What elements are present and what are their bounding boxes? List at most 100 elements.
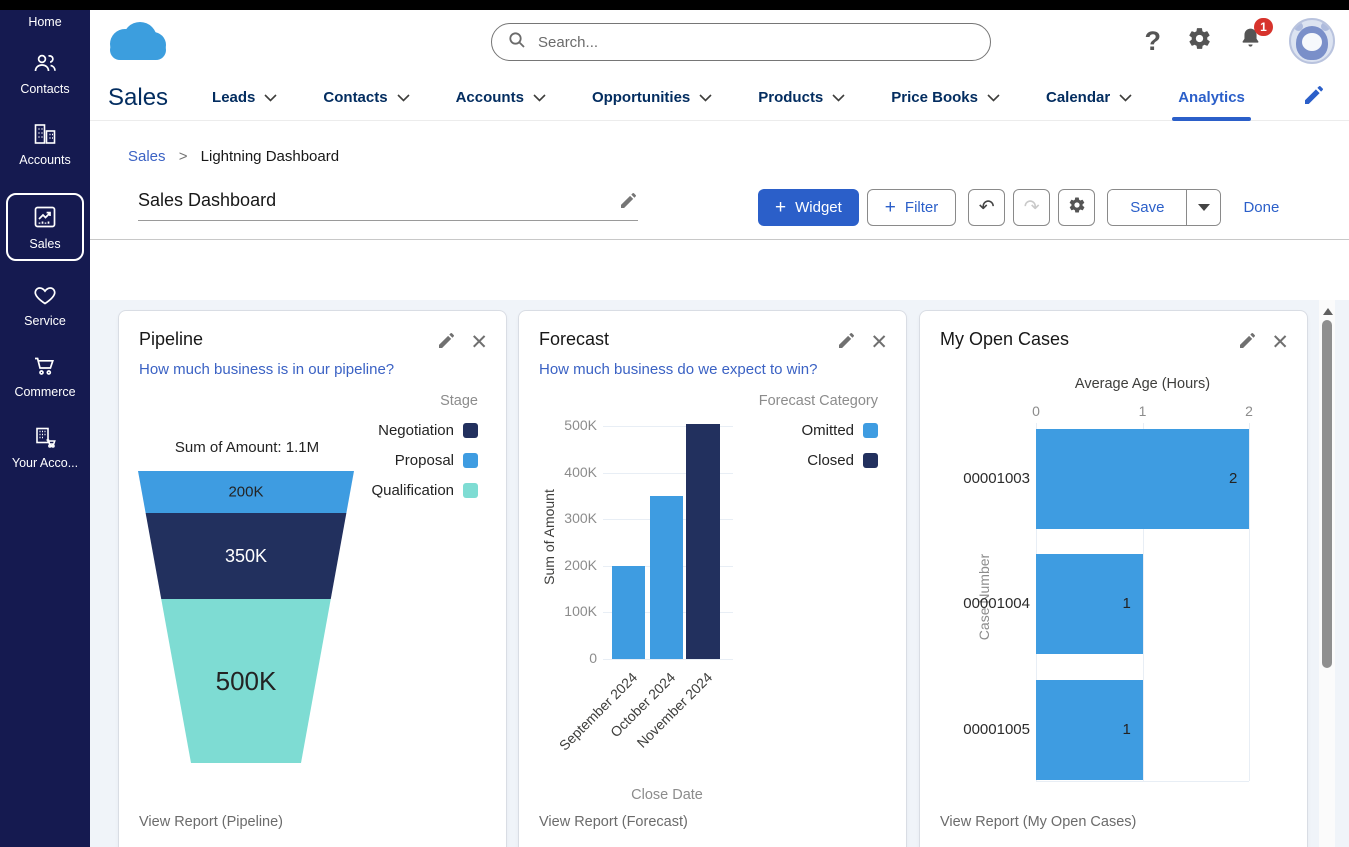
user-avatar[interactable] [1289, 18, 1335, 64]
plus-icon: + [775, 197, 787, 218]
sidebar-item-label: Accounts [19, 153, 71, 167]
app-nav-bar: Sales Leads Contacts Accounts Opportunit… [90, 75, 1349, 121]
nav-tab-label: Products [758, 89, 824, 106]
cases-bar[interactable] [1036, 554, 1143, 654]
nav-tab-label: Accounts [455, 89, 524, 106]
done-button[interactable]: Done [1243, 199, 1280, 216]
sidebar-item-label: Sales [29, 237, 61, 251]
dashboard-header: Sales > Lightning Dashboard Sales Dashbo… [90, 121, 1349, 240]
add-filter-button[interactable]: + Filter [866, 189, 957, 226]
funnel-segment-label: 350K [225, 546, 267, 566]
y-tick-label: 400K [564, 463, 597, 480]
search-input[interactable] [536, 32, 974, 52]
dashboard-settings-button[interactable] [1058, 189, 1096, 226]
gridline [1249, 423, 1250, 781]
cases-bar[interactable] [1036, 429, 1249, 529]
legend-swatch [463, 423, 478, 438]
breadcrumb-sales-link[interactable]: Sales [128, 148, 166, 165]
add-widget-button[interactable]: + Widget [758, 189, 859, 226]
help-icon[interactable]: ? [1144, 25, 1162, 56]
widget-close-icon[interactable]: ✕ [1271, 331, 1289, 354]
nav-tab-price-books[interactable]: Price Books [891, 75, 1000, 121]
funnel-segment[interactable] [138, 471, 354, 513]
view-report-link[interactable]: View Report (My Open Cases) [940, 814, 1137, 830]
sidebar-item-home[interactable]: Home [0, 8, 90, 29]
nav-tab-opportunities[interactable]: Opportunities [592, 75, 712, 121]
sidebar-item-service[interactable]: Service [0, 283, 90, 328]
scrollbar-thumb[interactable] [1322, 320, 1332, 668]
legend-item[interactable]: Omitted [759, 422, 878, 439]
legend-item[interactable]: Proposal [371, 452, 478, 469]
sidebar-item-label: Service [24, 314, 66, 328]
funnel-segment-label: 500K [216, 666, 277, 696]
bar-value-label: 1 [1122, 595, 1131, 612]
setup-gear-icon[interactable] [1187, 26, 1212, 56]
bar-value-label: 2 [1229, 470, 1238, 487]
forecast-bar[interactable] [612, 565, 645, 659]
chevron-down-icon [987, 93, 1000, 102]
scrollbar-up-arrow[interactable] [1323, 308, 1333, 315]
cases-bar[interactable] [1036, 680, 1143, 780]
title-edit-pencil-icon[interactable] [621, 192, 636, 213]
legend-item[interactable]: Negotiation [371, 422, 478, 439]
sidebar-item-label: Your Acco... [11, 456, 79, 470]
legend-item[interactable]: Qualification [371, 482, 478, 499]
widget-subtitle-link[interactable]: How much business do we expect to win? [539, 361, 818, 378]
spacer [90, 240, 1349, 300]
nav-tab-calendar[interactable]: Calendar [1046, 75, 1132, 121]
dashboard-title-field[interactable]: Sales Dashboard [138, 190, 638, 221]
gear-icon [1068, 196, 1086, 220]
notifications-bell-icon[interactable]: 1 [1238, 18, 1273, 56]
sidebar-item-your-account[interactable]: Your Acco... [0, 425, 90, 470]
widget-title: My Open Cases [940, 329, 1070, 349]
redo-button[interactable]: ↷ [1013, 189, 1051, 226]
view-report-link[interactable]: View Report (Forecast) [539, 814, 688, 830]
nav-edit-pencil-icon[interactable] [1305, 86, 1323, 109]
notification-badge: 1 [1254, 18, 1273, 36]
add-widget-label: Widget [795, 199, 842, 216]
y-tick-label: 500K [564, 417, 597, 433]
nav-tab-accounts[interactable]: Accounts [456, 75, 546, 121]
funnel-segment[interactable] [161, 599, 331, 763]
cases-chart-layer: 0 1 2 2 00001003 1 00001004 1 00001005 [920, 311, 1307, 847]
salesforce-logo[interactable] [108, 22, 166, 60]
save-dropdown-button[interactable] [1186, 190, 1221, 225]
vertical-scrollbar [1319, 300, 1335, 847]
widget-edit-pencil-icon[interactable] [839, 333, 855, 353]
sidebar-item-accounts[interactable]: Accounts [0, 122, 90, 167]
legend-label: Omitted [801, 422, 854, 439]
sidebar-item-sales[interactable]: Sales [6, 193, 84, 261]
axis-line [1036, 781, 1249, 782]
breadcrumb-current: Lightning Dashboard [200, 148, 340, 165]
forecast-bar[interactable] [650, 495, 683, 659]
funnel-segment[interactable] [145, 512, 347, 600]
legend-label: Closed [807, 452, 854, 469]
widget-edit-pencil-icon[interactable] [1240, 333, 1256, 353]
widget-edit-pencil-icon[interactable] [439, 333, 455, 353]
sidebar-item-commerce[interactable]: Commerce [0, 354, 90, 399]
forecast-bar[interactable] [686, 423, 720, 659]
nav-tab-label: Calendar [1046, 89, 1111, 106]
nav-tab-products[interactable]: Products [758, 75, 845, 121]
nav-tab-leads[interactable]: Leads [212, 75, 277, 121]
widget-close-icon[interactable]: ✕ [870, 331, 888, 354]
forecast-chart-layer: 500K 400K 300K 200K 100K 0 September 2024 Octob… [519, 311, 906, 847]
nav-tab-analytics[interactable]: Analytics [1172, 75, 1251, 121]
main-area: ? 1 Sales Leads [90, 10, 1349, 847]
widget-title: Pipeline [139, 329, 204, 349]
chevron-down-icon [832, 93, 845, 102]
widget-subtitle-link[interactable]: How much business is in our pipeline? [139, 361, 395, 378]
save-button[interactable]: Save [1108, 190, 1187, 225]
view-report-link[interactable]: View Report (Pipeline) [139, 814, 283, 830]
undo-button[interactable]: ↶ [968, 189, 1006, 226]
x-tick-label: 0 [1032, 403, 1040, 419]
contacts-icon [32, 51, 58, 75]
sidebar-item-label: Commerce [14, 385, 76, 399]
widget-close-icon[interactable]: ✕ [470, 331, 488, 354]
legend-item[interactable]: Closed [759, 452, 878, 469]
chevron-down-icon [264, 93, 277, 102]
global-search[interactable] [491, 23, 991, 61]
case-number-label: 00001004 [963, 595, 1030, 612]
nav-tab-contacts[interactable]: Contacts [323, 75, 410, 121]
sidebar-item-contacts[interactable]: Contacts [0, 51, 90, 96]
